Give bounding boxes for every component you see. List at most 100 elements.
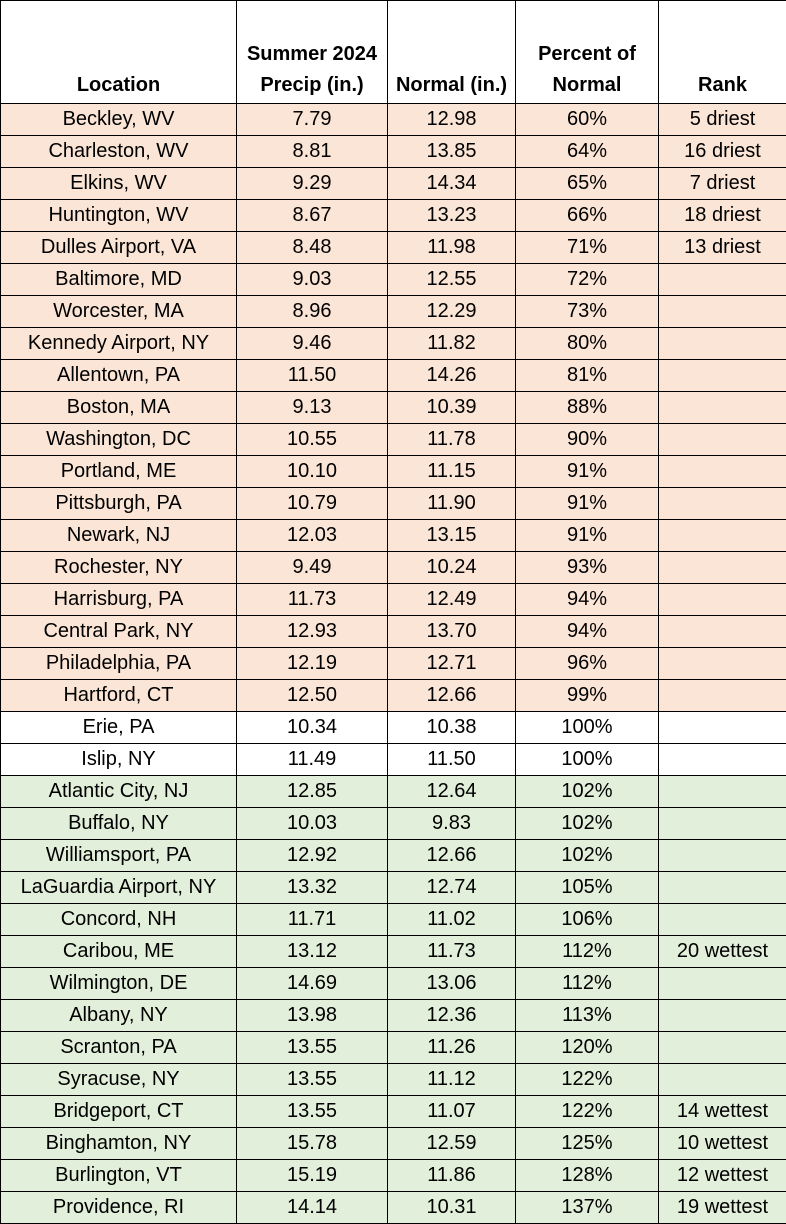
rank-cell: 16 driest (658, 135, 786, 168)
precip-cell: 10.55 (236, 423, 388, 456)
location-cell: Binghamton, NY (0, 1127, 237, 1160)
normal-cell: 10.24 (387, 551, 516, 584)
table-row: Erie, PA 10.34 10.38 100% (0, 711, 786, 744)
rank-cell (658, 487, 786, 520)
precip-cell: 10.10 (236, 455, 388, 488)
location-cell: Dulles Airport, VA (0, 231, 237, 264)
table-row: Islip, NY 11.49 11.50 100% (0, 743, 786, 776)
percent-cell: 71% (515, 231, 659, 264)
normal-cell: 10.31 (387, 1191, 516, 1224)
percent-cell: 113% (515, 999, 659, 1032)
percent-cell: 112% (515, 967, 659, 1000)
precip-cell: 11.50 (236, 359, 388, 392)
percent-cell: 102% (515, 839, 659, 872)
location-cell: Scranton, PA (0, 1031, 237, 1064)
percent-cell: 100% (515, 743, 659, 776)
normal-cell: 12.59 (387, 1127, 516, 1160)
location-cell: Washington, DC (0, 423, 237, 456)
percent-cell: 105% (515, 871, 659, 904)
precip-cell: 11.73 (236, 583, 388, 616)
table-row: Pittsburgh, PA 10.79 11.90 91% (0, 487, 786, 520)
table-row: Buffalo, NY 10.03 9.83 102% (0, 807, 786, 840)
percent-cell: 64% (515, 135, 659, 168)
percent-cell: 91% (515, 487, 659, 520)
table-row: Charleston, WV 8.81 13.85 64% 16 driest (0, 135, 786, 168)
table-row: Beckley, WV 7.79 12.98 60% 5 driest (0, 103, 786, 136)
header-rank-label: Rank (698, 74, 747, 96)
percent-cell: 128% (515, 1159, 659, 1192)
percent-cell: 65% (515, 167, 659, 200)
percent-cell: 81% (515, 359, 659, 392)
table-row: LaGuardia Airport, NY 13.32 12.74 105% (0, 871, 786, 904)
table-row: Scranton, PA 13.55 11.26 120% (0, 1031, 786, 1064)
table-row: Atlantic City, NJ 12.85 12.64 102% (0, 775, 786, 808)
rank-cell (658, 967, 786, 1000)
rank-cell: 5 driest (658, 103, 786, 136)
percent-cell: 102% (515, 775, 659, 808)
normal-cell: 11.15 (387, 455, 516, 488)
rank-cell: 19 wettest (658, 1191, 786, 1224)
table-row: Syracuse, NY 13.55 11.12 122% (0, 1063, 786, 1096)
table-body: Beckley, WV 7.79 12.98 60% 5 driest Charlesto… (0, 103, 786, 1224)
precip-cell: 14.69 (236, 967, 388, 1000)
location-cell: Charleston, WV (0, 135, 237, 168)
location-cell: Rochester, NY (0, 551, 237, 584)
table-row: Central Park, NY 12.93 13.70 94% (0, 615, 786, 648)
precip-cell: 14.14 (236, 1191, 388, 1224)
normal-cell: 13.85 (387, 135, 516, 168)
table-row: Baltimore, MD 9.03 12.55 72% (0, 263, 786, 296)
precip-cell: 9.29 (236, 167, 388, 200)
table-row: Boston, MA 9.13 10.39 88% (0, 391, 786, 424)
header-normal-label: Normal (in.) (395, 74, 508, 96)
normal-cell: 10.38 (387, 711, 516, 744)
location-cell: Worcester, MA (0, 295, 237, 328)
normal-cell: 11.86 (387, 1159, 516, 1192)
normal-cell: 11.90 (387, 487, 516, 520)
header-percent-line1: Percent of (538, 43, 636, 65)
percent-cell: 88% (515, 391, 659, 424)
normal-cell: 12.98 (387, 103, 516, 136)
location-cell: Atlantic City, NJ (0, 775, 237, 808)
normal-cell: 12.66 (387, 679, 516, 712)
table-row: Wilmington, DE 14.69 13.06 112% (0, 967, 786, 1000)
rank-cell: 20 wettest (658, 935, 786, 968)
percent-cell: 94% (515, 583, 659, 616)
location-cell: Central Park, NY (0, 615, 237, 648)
table-row: Elkins, WV 9.29 14.34 65% 7 driest (0, 167, 786, 200)
rank-cell (658, 519, 786, 552)
percent-cell: 60% (515, 103, 659, 136)
precip-cell: 13.55 (236, 1031, 388, 1064)
precip-cell: 9.13 (236, 391, 388, 424)
table-row: Bridgeport, CT 13.55 11.07 122% 14 wettest (0, 1095, 786, 1128)
precip-cell: 9.49 (236, 551, 388, 584)
precip-cell: 12.50 (236, 679, 388, 712)
rank-cell: 12 wettest (658, 1159, 786, 1192)
normal-cell: 9.83 (387, 807, 516, 840)
normal-cell: 12.71 (387, 647, 516, 680)
precip-cell: 12.19 (236, 647, 388, 680)
rank-cell (658, 999, 786, 1032)
normal-cell: 11.50 (387, 743, 516, 776)
precip-cell: 9.03 (236, 263, 388, 296)
normal-cell: 11.26 (387, 1031, 516, 1064)
location-cell: Elkins, WV (0, 167, 237, 200)
normal-cell: 13.70 (387, 615, 516, 648)
rank-cell (658, 807, 786, 840)
table-row: Albany, NY 13.98 12.36 113% (0, 999, 786, 1032)
percent-cell: 96% (515, 647, 659, 680)
table-row: Portland, ME 10.10 11.15 91% (0, 455, 786, 488)
location-cell: Wilmington, DE (0, 967, 237, 1000)
table-row: Kennedy Airport, NY 9.46 11.82 80% (0, 327, 786, 360)
table-row: Williamsport, PA 12.92 12.66 102% (0, 839, 786, 872)
percent-cell: 91% (515, 519, 659, 552)
precip-cell: 12.85 (236, 775, 388, 808)
rank-cell (658, 423, 786, 456)
normal-cell: 11.12 (387, 1063, 516, 1096)
location-cell: Albany, NY (0, 999, 237, 1032)
normal-cell: 12.66 (387, 839, 516, 872)
precip-cell: 8.48 (236, 231, 388, 264)
precip-cell: 9.46 (236, 327, 388, 360)
rank-cell (658, 263, 786, 296)
location-cell: Boston, MA (0, 391, 237, 424)
